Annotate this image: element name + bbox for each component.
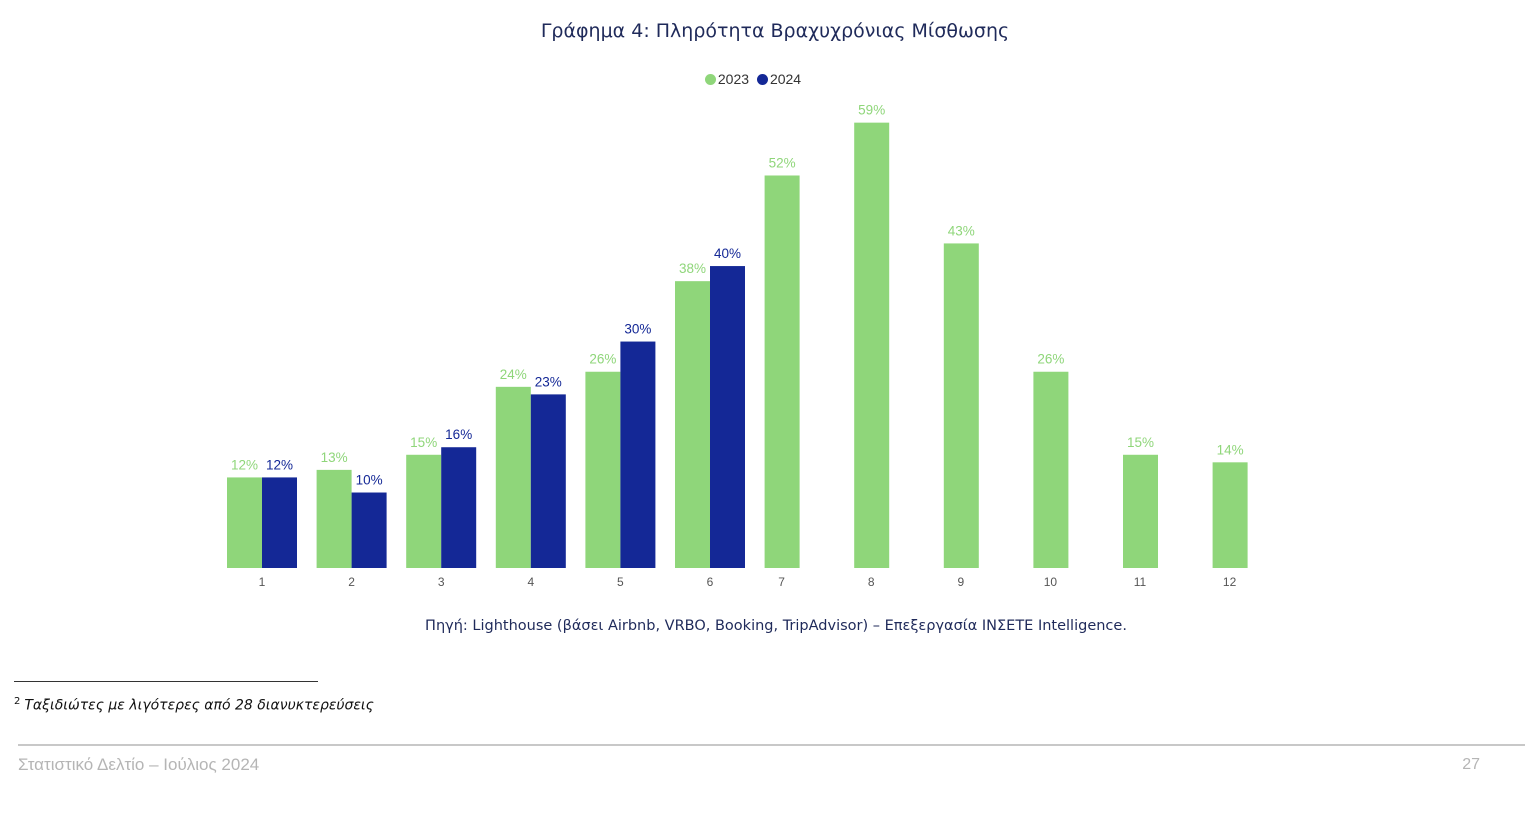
footnote-divider bbox=[14, 681, 318, 682]
legend-marker-2023 bbox=[704, 74, 716, 85]
x-tick-label-3: 3 bbox=[438, 575, 445, 589]
data-label-2023-11: 15% bbox=[1127, 435, 1154, 450]
x-tick-label-1: 1 bbox=[259, 575, 266, 589]
data-label-2024-6: 40% bbox=[714, 246, 741, 261]
data-label-2023-4: 24% bbox=[500, 367, 527, 382]
bar-2024-3[interactable] bbox=[441, 447, 477, 568]
legend-marker-2024 bbox=[756, 74, 768, 85]
bar-2024-5[interactable] bbox=[620, 341, 656, 568]
data-label-2024-4: 23% bbox=[535, 374, 562, 389]
page-footer-divider bbox=[18, 744, 1525, 746]
bar-2023-5[interactable] bbox=[585, 371, 621, 568]
footnote: 2 Ταξιδιώτες με λιγότερες από 28 διανυκτε… bbox=[14, 696, 374, 714]
chart-legend: 2023 2024 bbox=[0, 71, 1506, 87]
x-tick-label-9: 9 bbox=[957, 575, 964, 589]
x-tick-label-4: 4 bbox=[527, 575, 534, 589]
data-label-2024-1: 12% bbox=[266, 457, 293, 472]
data-label-2023-8: 59% bbox=[858, 103, 885, 118]
x-tick-label-8: 8 bbox=[868, 575, 875, 589]
bar-2024-1[interactable] bbox=[262, 477, 297, 568]
footnote-marker: 2 bbox=[14, 696, 21, 707]
x-tick-label-7: 7 bbox=[778, 575, 785, 589]
data-label-2023-9: 43% bbox=[948, 223, 975, 238]
bar-2023-11[interactable] bbox=[1123, 454, 1158, 568]
legend-item-2023[interactable]: 2023 bbox=[704, 71, 750, 87]
data-label-2023-5: 26% bbox=[589, 352, 616, 367]
x-tick-label-5: 5 bbox=[617, 575, 624, 589]
x-tick-label-2: 2 bbox=[348, 575, 355, 589]
footnote-text: Ταξιδιώτες με λιγότερες από 28 διανυκτερ… bbox=[24, 697, 374, 714]
data-label-2023-10: 26% bbox=[1037, 352, 1064, 367]
legend-item-2024[interactable]: 2024 bbox=[756, 71, 802, 87]
bar-2023-10[interactable] bbox=[1033, 371, 1069, 568]
legend-label-2023: 2023 bbox=[717, 71, 750, 87]
bar-2023-7[interactable] bbox=[764, 175, 800, 568]
data-label-2024-5: 30% bbox=[624, 322, 651, 337]
bar-2023-8[interactable] bbox=[854, 122, 890, 568]
bar-2024-6[interactable] bbox=[710, 266, 745, 568]
bar-2024-4[interactable] bbox=[530, 394, 566, 568]
bar-2023-1[interactable] bbox=[227, 477, 262, 568]
data-label-2023-7: 52% bbox=[769, 155, 796, 170]
x-tick-label-12: 12 bbox=[1223, 575, 1237, 589]
x-tick-label-10: 10 bbox=[1044, 575, 1058, 589]
bar-chart: 12% 12% 1 13% 10% 2 15% 16% 3 24% 23% 4 26% 30% 5 38% 40… bbox=[227, 103, 1248, 589]
legend-label-2024: 2024 bbox=[769, 71, 802, 87]
bar-2023-3[interactable] bbox=[406, 454, 442, 568]
bar-2023-9[interactable] bbox=[943, 243, 979, 568]
data-label-2024-2: 10% bbox=[356, 473, 383, 488]
x-tick-label-11: 11 bbox=[1134, 575, 1147, 589]
bar-2023-12[interactable] bbox=[1212, 462, 1248, 568]
page-footer-text: Στατιστικό Δελτίο – Ιούλιος 2024 bbox=[18, 755, 260, 774]
bar-2023-4[interactable] bbox=[495, 386, 531, 568]
data-label-2023-12: 14% bbox=[1217, 442, 1244, 457]
x-tick-label-6: 6 bbox=[707, 575, 714, 589]
page-number: 27 bbox=[1462, 756, 1480, 773]
bar-2024-2[interactable] bbox=[351, 492, 387, 568]
chart-title: Γράφημα 4: Πληρότητα Βραχυχρόνιας Μίσθωσ… bbox=[540, 20, 1010, 42]
data-label-2023-1: 12% bbox=[231, 457, 258, 472]
data-label-2023-3: 15% bbox=[410, 435, 437, 450]
data-label-2023-6: 38% bbox=[679, 261, 706, 276]
data-label-2023-2: 13% bbox=[321, 450, 348, 465]
chart-source: Πηγή: Lighthouse (βάσει Airbnb, VRBO, Bo… bbox=[425, 618, 1127, 634]
data-label-2024-3: 16% bbox=[445, 427, 472, 442]
bar-2023-2[interactable] bbox=[316, 469, 352, 568]
bar-2023-6[interactable] bbox=[675, 281, 710, 568]
